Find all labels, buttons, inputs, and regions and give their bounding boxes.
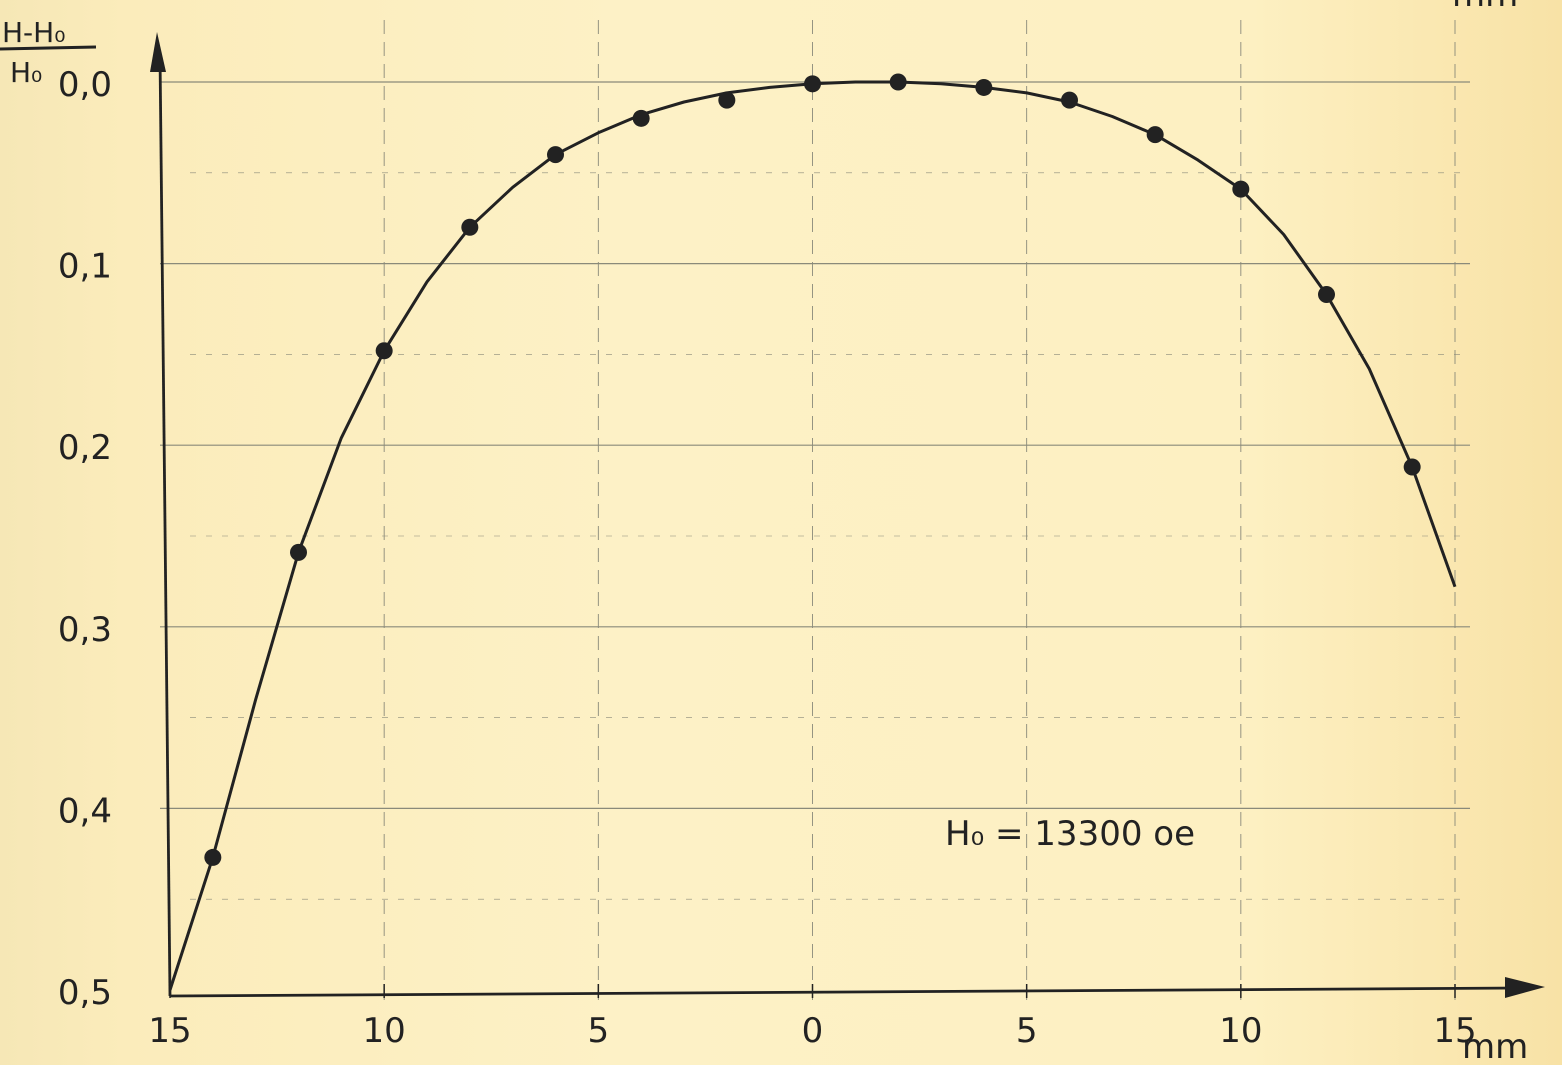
data-point <box>547 146 564 164</box>
y-tick-label: 0,3 <box>58 610 112 650</box>
data-point <box>1232 180 1250 198</box>
data-points <box>204 73 1421 866</box>
x-tick-label: 5 <box>1016 1011 1038 1051</box>
data-point <box>1061 91 1078 109</box>
data-point <box>290 543 307 561</box>
y-axis-label-numerator: H-H₀ <box>2 16 65 49</box>
y-axis-label-denominator: H₀ <box>10 56 42 89</box>
y-axis-label-fraction-bar <box>0 45 97 51</box>
x-tick-labels: 15 10 5 0 5 10 15 <box>148 1011 1476 1051</box>
y-axis-arrow <box>150 32 166 72</box>
x-tick-label: 0 <box>802 1011 824 1051</box>
data-point <box>204 848 222 866</box>
x-tick-label: 15 <box>148 1011 191 1051</box>
axes <box>150 32 1545 998</box>
y-tick-label: 0,4 <box>58 791 112 831</box>
x-axis-label: mm <box>1462 1027 1528 1065</box>
y-tick-label: 0,2 <box>58 428 112 468</box>
y-axis-line <box>158 54 172 997</box>
y-tick-label: 0,5 <box>58 973 112 1013</box>
y-tick-labels: 0,0 0,1 0,2 0,3 0,4 0,5 <box>58 65 112 1013</box>
y-tick-label: 0,1 <box>58 247 112 287</box>
data-point <box>461 218 479 236</box>
data-point <box>804 75 821 93</box>
grid-lines <box>160 20 1470 1000</box>
data-point <box>632 109 650 127</box>
top-right-unit-label: mm <box>1452 0 1518 15</box>
data-point <box>889 73 907 91</box>
data-point <box>1403 458 1421 476</box>
x-tick-label: 5 <box>588 1011 610 1051</box>
y-tick-label: 0,0 <box>58 65 112 105</box>
data-point <box>1146 126 1164 144</box>
x-tick-label: 10 <box>1219 1011 1262 1051</box>
x-axis-arrow <box>1505 977 1545 998</box>
x-tick-label: 15 <box>1433 1011 1476 1051</box>
data-point <box>1318 285 1335 303</box>
data-point <box>975 78 993 96</box>
x-tick-label: 10 <box>363 1011 406 1051</box>
data-point <box>375 342 393 360</box>
annotation-h0: H₀ = 13300 oe <box>945 814 1195 854</box>
x-axis-line <box>169 986 1521 998</box>
data-point <box>718 91 736 109</box>
